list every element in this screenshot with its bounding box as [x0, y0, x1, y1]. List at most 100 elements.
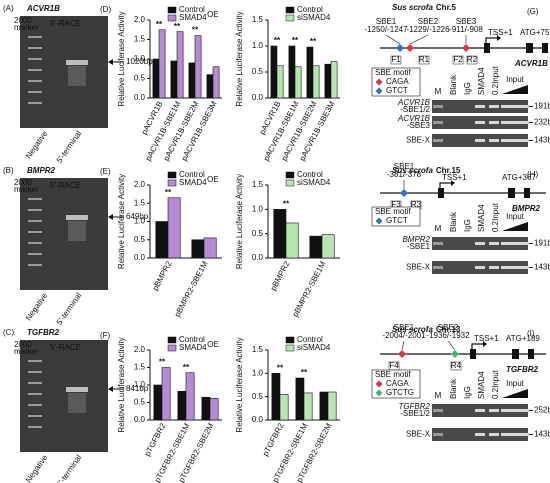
y-tick-label: 1.5	[134, 198, 146, 207]
motif-diamond	[375, 380, 383, 388]
gene-name: TGFBR2	[27, 328, 60, 337]
gel	[20, 16, 108, 128]
atg-label: ATG+367	[502, 173, 536, 182]
bar	[273, 209, 287, 259]
bar	[161, 367, 171, 421]
y-tick-label: 1.0	[134, 217, 146, 226]
panel-label: (D)	[100, 5, 111, 14]
legend-label-sup: OE	[207, 175, 219, 184]
bar	[170, 60, 178, 99]
species: Sus scrofa	[392, 3, 433, 12]
site-diamond	[462, 44, 470, 52]
size-label: 143bp	[534, 263, 550, 272]
gel-band	[433, 105, 443, 108]
bar	[270, 45, 278, 99]
gel-band	[489, 105, 499, 108]
gel-smear	[68, 393, 86, 413]
tss-label: TSS+1	[488, 28, 513, 37]
gel-band	[519, 433, 529, 436]
ladder-band	[28, 415, 42, 417]
x-tick-label: pBMPR2-SBE1M	[173, 259, 210, 318]
row-label: SBE-X	[406, 263, 431, 272]
bar	[158, 29, 166, 99]
bar	[295, 377, 305, 421]
tss-arrow-head	[483, 341, 487, 347]
tss-arrow-head	[451, 180, 455, 186]
site-diamond	[451, 350, 459, 358]
primer-box	[418, 55, 430, 65]
gel-band	[501, 105, 511, 108]
panel-label: (C)	[3, 328, 14, 337]
chromosome: Chr.15	[436, 166, 461, 175]
x-tick-label: pTGFBR2	[143, 421, 168, 458]
gel-band	[433, 266, 443, 269]
ladder-band	[28, 382, 42, 384]
bar	[309, 235, 323, 259]
band-size: 841bp	[126, 384, 149, 393]
site-diamond	[398, 350, 406, 358]
gel-band	[510, 105, 520, 108]
gel-band	[475, 433, 485, 436]
legend-label: Control	[297, 170, 323, 179]
y-tick-label: 0.5	[134, 74, 146, 83]
site-name: SBE1	[394, 162, 415, 171]
site-diamond	[406, 44, 414, 52]
legend-swatch	[285, 171, 295, 179]
legend-swatch	[285, 6, 295, 14]
y-tick-label: 1.5	[252, 345, 264, 354]
size-label: 232bp	[534, 118, 550, 127]
lane-label: Input	[506, 212, 525, 221]
gel-band	[510, 433, 520, 436]
ladder-band	[28, 102, 42, 104]
gel	[20, 340, 108, 452]
bar	[279, 394, 289, 421]
species: Sus scrofa	[392, 166, 433, 175]
primer: F4	[389, 361, 399, 370]
legend-swatch	[285, 14, 295, 22]
gel-band	[510, 242, 520, 245]
bar	[155, 221, 169, 259]
bar	[271, 373, 281, 421]
input-wedge	[502, 85, 528, 94]
y-tick-label: 0.0	[134, 93, 146, 102]
legend-label: Control	[297, 5, 323, 14]
ladder-band	[28, 80, 42, 82]
bar	[203, 237, 217, 259]
y-tick-label: 1.5	[134, 363, 146, 372]
lane-label: 0.2Input	[491, 202, 500, 232]
lane-label: SMAD4	[477, 204, 486, 232]
primer-box	[390, 55, 402, 65]
method-label: 5'-RACE	[50, 19, 81, 28]
panel-label: (E)	[100, 167, 111, 176]
y-tick-label: 0.5	[252, 67, 264, 76]
significance: **	[292, 36, 299, 45]
method-label: 5'-RACE	[50, 181, 81, 190]
legend-label-sup: OE	[207, 340, 219, 349]
gel-band	[433, 433, 443, 436]
y-tick-label: 0.5	[134, 235, 146, 244]
y-axis-label: Relative Luciferase Activity	[235, 337, 244, 432]
motif-diamond	[375, 78, 383, 86]
panel-label: (F)	[100, 331, 111, 340]
y-tick-label: 1.0	[252, 368, 264, 377]
ladder-band	[28, 198, 42, 200]
ladder-band	[28, 360, 42, 362]
y-axis-label: Relative Luciferase Activity	[235, 174, 244, 269]
gene-label: BMPR2	[512, 204, 541, 213]
bar	[312, 65, 320, 99]
lane-label: Negative	[24, 453, 50, 483]
y-tick-label: 1.0	[252, 41, 264, 50]
lane-label: IgG	[463, 386, 472, 399]
legend-label: Control	[179, 335, 205, 344]
exon	[484, 43, 490, 53]
site-pos: -1229/-1226	[406, 25, 450, 34]
lane-label: M	[435, 87, 442, 96]
significance: **	[159, 358, 166, 367]
row-label: -SBE1/2	[400, 105, 430, 114]
panel-label: (I)	[527, 329, 535, 338]
primer-box	[452, 55, 464, 65]
gel-band	[501, 266, 511, 269]
significance: **	[310, 37, 317, 46]
motif-name: CAGA	[386, 77, 409, 86]
marker-label: 2000	[14, 178, 32, 187]
